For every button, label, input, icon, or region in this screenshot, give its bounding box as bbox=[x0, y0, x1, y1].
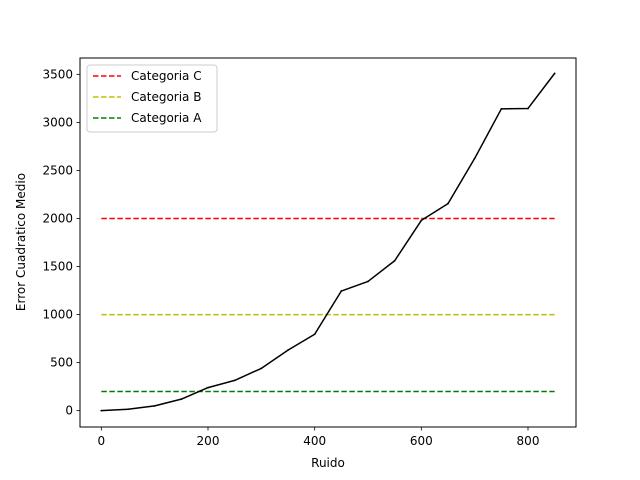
y-axis: 0 500 1000 1500 2000 2500 3000 3500 bbox=[42, 67, 80, 418]
data-point bbox=[553, 72, 556, 75]
y-tick-label: 3500 bbox=[42, 67, 73, 81]
data-point bbox=[420, 219, 423, 222]
plot-layer bbox=[100, 72, 556, 412]
data-point bbox=[153, 404, 156, 407]
x-tick-label: 200 bbox=[197, 434, 220, 448]
axes-frame bbox=[79, 57, 577, 428]
data-point bbox=[100, 409, 103, 412]
data-point bbox=[447, 202, 449, 205]
data-point bbox=[527, 107, 529, 110]
data-point bbox=[207, 386, 209, 389]
y-tick-label: 500 bbox=[50, 356, 73, 370]
data-point bbox=[127, 408, 129, 411]
data-point bbox=[260, 367, 263, 370]
data-point bbox=[340, 290, 343, 292]
x-tick-label: 800 bbox=[517, 434, 540, 448]
data-point bbox=[500, 108, 503, 110]
legend: Categoria C Categoria B Categoria A bbox=[86, 64, 218, 133]
y-tick-label: 2500 bbox=[42, 163, 73, 177]
legend-label: Categoria B bbox=[131, 90, 201, 104]
data-point bbox=[233, 379, 236, 382]
x-axis-title: Ruido bbox=[311, 456, 345, 470]
x-tick-label: 600 bbox=[410, 434, 433, 448]
legend-label: Categoria A bbox=[131, 111, 202, 125]
x-tick-label: 400 bbox=[303, 434, 326, 448]
series-line bbox=[101, 72, 556, 412]
data-point bbox=[473, 157, 476, 160]
data-point bbox=[180, 398, 183, 401]
data-point bbox=[367, 280, 369, 283]
legend-box bbox=[86, 64, 218, 133]
data-point bbox=[287, 349, 289, 352]
y-axis-title: Error Cuadratico Medio bbox=[14, 173, 28, 311]
x-tick-label: 0 bbox=[98, 434, 106, 448]
data-point bbox=[313, 333, 316, 336]
y-tick-label: 3000 bbox=[42, 115, 73, 129]
data-point bbox=[393, 259, 396, 262]
legend-label: Categoria C bbox=[131, 69, 202, 83]
x-axis: 0 200 400 600 800 bbox=[98, 427, 540, 448]
y-tick-label: 0 bbox=[65, 404, 73, 418]
y-tick-label: 1500 bbox=[42, 260, 73, 274]
y-tick-label: 1000 bbox=[42, 308, 73, 322]
y-tick-label: 2000 bbox=[42, 211, 73, 225]
